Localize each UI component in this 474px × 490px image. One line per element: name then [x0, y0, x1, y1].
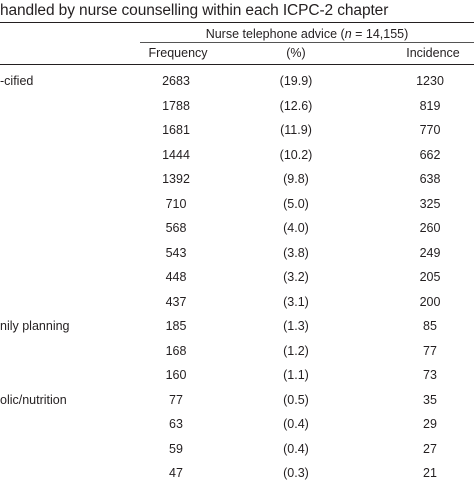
table-row: 47 (0.3) 21 [0, 466, 474, 490]
frequency-cell: 448 [165, 270, 187, 284]
incidence-cell: 27 [423, 441, 437, 456]
frequency-cell: 710 [165, 196, 187, 211]
frequency-cell: 543 [165, 245, 187, 260]
incidence-cell: 29 [423, 417, 437, 431]
incidence-cell: 1230 [416, 74, 444, 88]
incidence-cell: 85 [423, 319, 437, 333]
frequency-cell: 168 [165, 343, 187, 358]
percent-cell: (5.0) [283, 196, 309, 211]
row-label: nily planning [0, 319, 70, 333]
incidence-cell: 73 [423, 368, 437, 382]
percent-cell: (1.1) [283, 368, 309, 382]
frequency-cell: 1444 [162, 147, 190, 162]
group-header-suffix: = 14,155) [351, 27, 409, 41]
frequency-cell: 437 [165, 294, 187, 309]
percent-cell: (0.3) [283, 466, 309, 480]
frequency-cell: 47 [169, 466, 183, 480]
percent-cell: (0.5) [283, 392, 309, 407]
table-row: 437 (3.1) 200 [0, 295, 474, 319]
frequency-cell: 160 [165, 368, 187, 382]
frequency-cell: 1392 [162, 172, 190, 186]
frequency-cell: 1681 [162, 123, 190, 137]
incidence-cell: 249 [419, 245, 441, 260]
table-caption: handled by nurse counselling within each… [0, 2, 389, 19]
row-label: -cified [0, 74, 34, 88]
top-rule [0, 22, 474, 23]
group-header-prefix: Nurse telephone advice ( [205, 27, 345, 41]
group-header: Nurse telephone advice (n = 14,155) [140, 27, 474, 41]
table-row: 168 (1.2) 77 [0, 344, 474, 368]
incidence-cell: 35 [423, 392, 437, 407]
frequency-cell: 59 [169, 441, 183, 456]
incidence-cell: 260 [419, 221, 441, 235]
percent-cell: (0.4) [283, 417, 309, 431]
percent-cell: (19.9) [279, 74, 313, 88]
incidence-cell: 200 [419, 294, 441, 309]
table-row: 1444 (10.2) 662 [0, 148, 474, 172]
table-row: -cified 2683 (19.9) 1230 [0, 74, 474, 98]
table-row: nily planning 185 (1.3) 85 [0, 319, 474, 343]
group-header-rule [140, 42, 474, 43]
table-row: 63 (0.4) 29 [0, 417, 474, 441]
percent-cell: (0.4) [283, 441, 309, 456]
percent-cell: (10.2) [279, 147, 313, 162]
frequency-cell: 185 [165, 319, 187, 333]
frequency-cell: 1788 [162, 98, 190, 113]
percent-cell: (11.9) [280, 123, 312, 137]
column-header-frequency: Frequency [148, 46, 208, 60]
incidence-cell: 205 [419, 270, 441, 284]
frequency-cell: 2683 [162, 74, 190, 88]
percent-cell: (3.2) [283, 270, 309, 284]
table-row: 448 (3.2) 205 [0, 270, 474, 294]
percent-cell: (1.2) [283, 343, 309, 358]
percent-cell: (3.8) [283, 245, 309, 260]
table-row: 1681 (11.9) 770 [0, 123, 474, 147]
table-row: 59 (0.4) 27 [0, 442, 474, 466]
row-label: olic/nutrition [0, 392, 67, 407]
table-row: 568 (4.0) 260 [0, 221, 474, 245]
table-row: 1392 (9.8) 638 [0, 172, 474, 196]
incidence-cell: 325 [419, 196, 441, 211]
table-row: 1788 (12.6) 819 [0, 99, 474, 123]
column-header-incidence: Incidence [406, 46, 460, 60]
percent-cell: (3.1) [283, 294, 309, 309]
percent-cell: (9.8) [283, 172, 309, 186]
column-header-percent: (%) [286, 46, 306, 60]
percent-cell: (12.6) [279, 98, 313, 113]
table-row: 160 (1.1) 73 [0, 368, 474, 392]
table-row: 543 (3.8) 249 [0, 246, 474, 270]
incidence-cell: 662 [419, 147, 441, 162]
percent-cell: (1.3) [283, 319, 309, 333]
group-header-n: n [344, 27, 352, 41]
incidence-cell: 819 [419, 98, 441, 113]
frequency-cell: 77 [169, 392, 183, 407]
percent-cell: (4.0) [283, 221, 309, 235]
incidence-cell: 21 [423, 466, 437, 480]
table-row: 710 (5.0) 325 [0, 197, 474, 221]
incidence-cell: 638 [419, 172, 441, 186]
incidence-cell: 770 [419, 123, 441, 137]
incidence-cell: 77 [423, 343, 437, 358]
frequency-cell: 568 [165, 221, 187, 235]
table-row: olic/nutrition 77 (0.5) 35 [0, 393, 474, 417]
header-bottom-rule [0, 64, 474, 65]
frequency-cell: 63 [169, 417, 183, 431]
